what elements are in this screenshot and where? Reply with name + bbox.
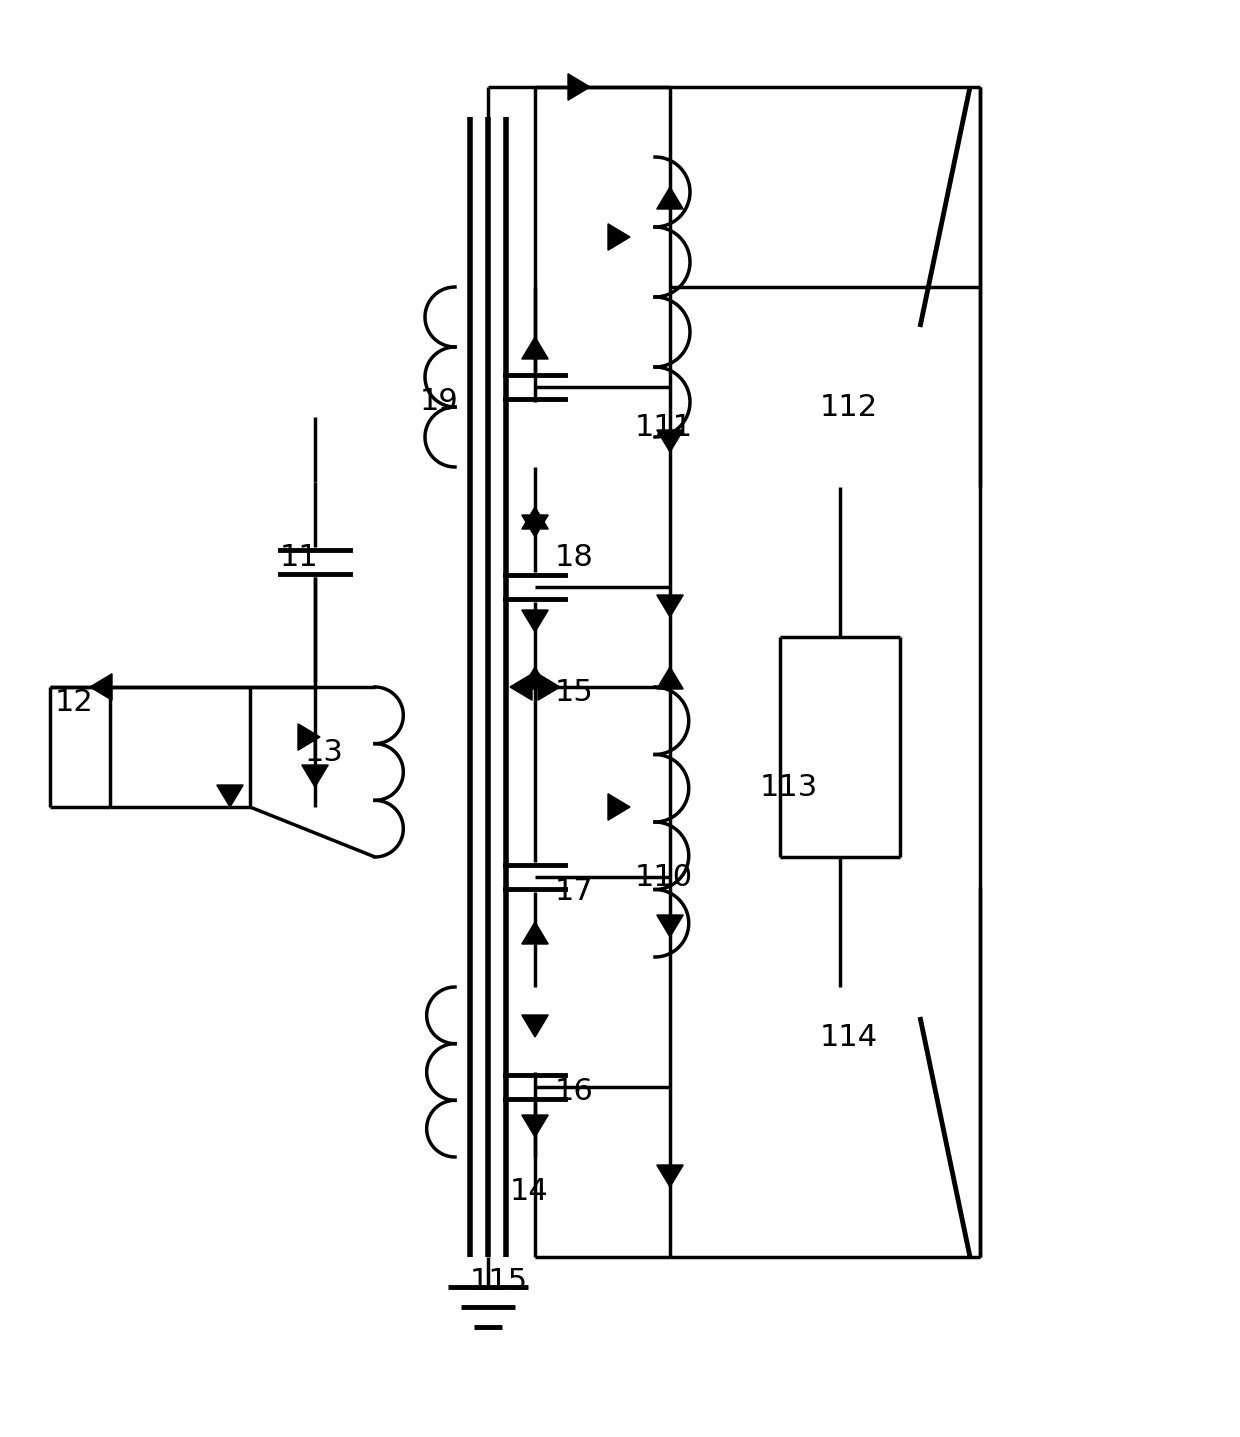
Polygon shape — [657, 430, 683, 453]
Polygon shape — [510, 674, 532, 700]
Text: 12: 12 — [55, 687, 94, 717]
Polygon shape — [657, 187, 683, 208]
Polygon shape — [522, 1015, 548, 1038]
Polygon shape — [522, 514, 548, 537]
Text: 112: 112 — [820, 392, 878, 421]
Polygon shape — [522, 667, 548, 688]
Polygon shape — [298, 724, 320, 750]
Text: 114: 114 — [820, 1023, 878, 1052]
Polygon shape — [91, 674, 112, 700]
Polygon shape — [608, 793, 630, 821]
Text: 115: 115 — [470, 1267, 528, 1296]
Polygon shape — [522, 1115, 548, 1137]
Polygon shape — [657, 915, 683, 937]
Polygon shape — [301, 764, 329, 787]
Text: 19: 19 — [420, 388, 459, 417]
Polygon shape — [217, 785, 243, 808]
Polygon shape — [522, 507, 548, 529]
Polygon shape — [657, 667, 683, 688]
Text: 111: 111 — [635, 412, 693, 441]
Polygon shape — [568, 73, 590, 101]
Text: 113: 113 — [760, 773, 818, 802]
Text: 13: 13 — [305, 737, 343, 766]
Text: 11: 11 — [280, 543, 319, 572]
Text: 17: 17 — [556, 878, 594, 907]
Polygon shape — [522, 338, 548, 359]
Polygon shape — [657, 1165, 683, 1187]
Polygon shape — [522, 609, 548, 632]
Polygon shape — [538, 674, 560, 700]
Text: 16: 16 — [556, 1078, 594, 1106]
Polygon shape — [522, 923, 548, 944]
Text: 15: 15 — [556, 677, 594, 707]
Text: 18: 18 — [556, 543, 594, 572]
Polygon shape — [657, 595, 683, 616]
Polygon shape — [608, 224, 630, 250]
Text: 110: 110 — [635, 862, 693, 891]
Text: 14: 14 — [510, 1177, 549, 1207]
